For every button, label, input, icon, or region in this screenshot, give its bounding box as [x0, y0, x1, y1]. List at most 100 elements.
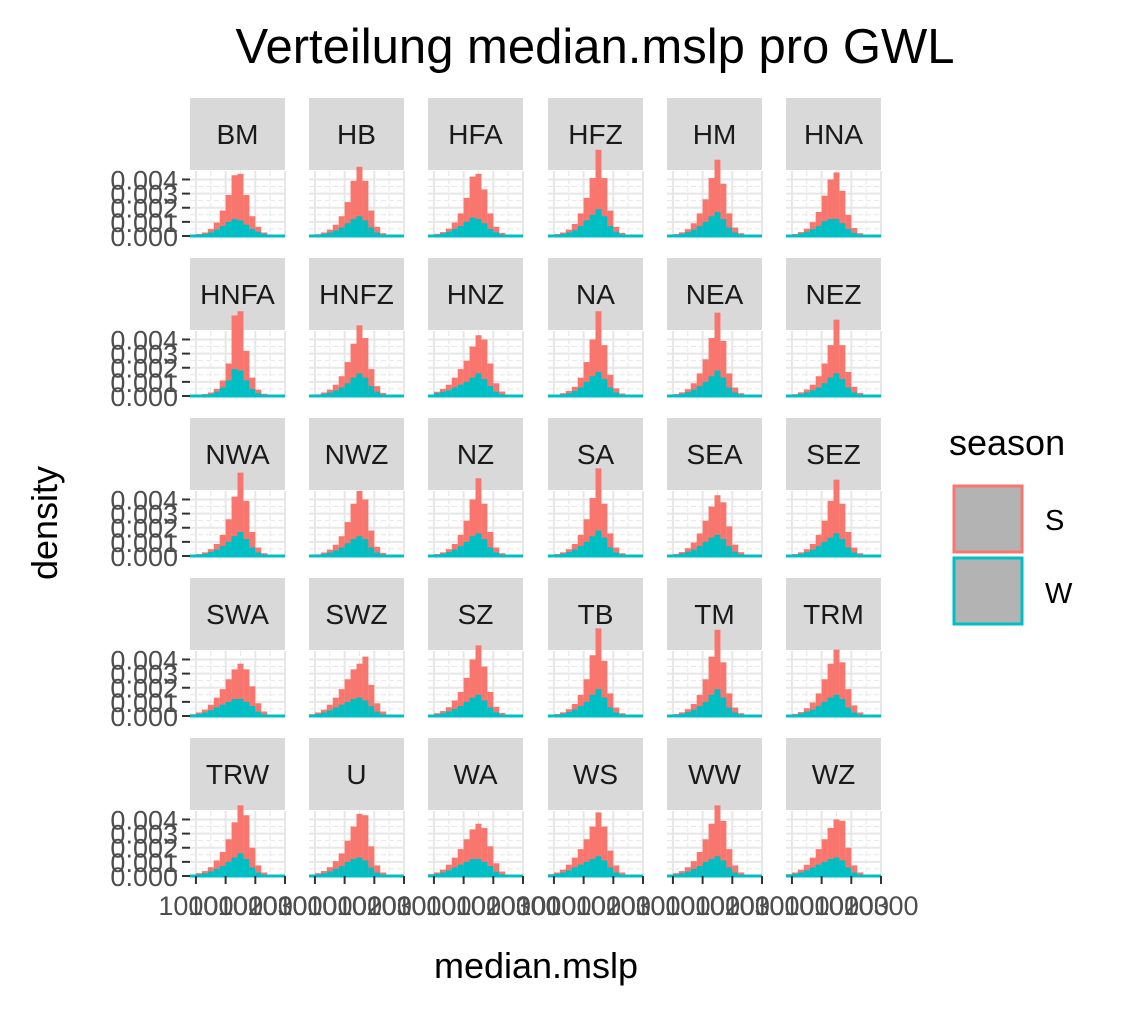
bar-w	[451, 867, 458, 876]
y-tick-label: 0.000	[110, 702, 178, 732]
legend: season S W	[949, 422, 1073, 626]
bar-s	[374, 865, 381, 876]
bar-s	[577, 377, 584, 396]
bar-w	[249, 547, 256, 556]
bar-w	[213, 391, 220, 396]
bar-w	[481, 700, 488, 716]
x-tick-label: 10300	[843, 891, 918, 921]
facet-label: SZ	[458, 599, 494, 630]
bar-s	[255, 547, 262, 556]
facet-strip	[667, 98, 762, 170]
bar-s	[595, 468, 602, 556]
bar-s	[219, 210, 226, 236]
bar-w	[344, 223, 351, 236]
bar-w	[338, 227, 345, 236]
facet-hfz: HFZ	[548, 98, 644, 238]
bar-w	[207, 710, 214, 716]
x-tick-label: 10100	[188, 891, 263, 921]
bar-s	[225, 519, 232, 556]
bar-w	[374, 552, 381, 556]
bar-w	[487, 866, 494, 876]
x-tick-label: 10000	[396, 891, 471, 921]
facet-swa: SWA	[190, 578, 286, 718]
bar-s	[499, 391, 506, 396]
bar-s	[833, 649, 840, 716]
bar-w	[344, 701, 351, 716]
bar-s	[356, 813, 363, 876]
bar-w	[708, 537, 715, 556]
bar-s	[213, 860, 220, 876]
bar-s	[219, 534, 226, 556]
bar-w	[326, 392, 333, 396]
facet-label: WS	[573, 759, 618, 790]
bar-w	[821, 541, 828, 556]
bar-w	[493, 871, 500, 876]
bar-s	[827, 827, 834, 876]
bar-w	[368, 547, 375, 556]
bar-s	[613, 547, 620, 556]
bar-s	[481, 503, 488, 556]
bar-w	[839, 539, 846, 556]
bar-s	[344, 362, 351, 396]
bar-w	[356, 697, 363, 716]
bar-w	[803, 392, 810, 396]
bar-s	[350, 669, 357, 716]
bar-w	[356, 373, 363, 396]
histogram-bars	[309, 325, 404, 398]
facet-strip	[309, 418, 404, 490]
bar-w	[362, 700, 369, 716]
histogram-bars	[190, 805, 285, 878]
bar-w	[469, 697, 476, 716]
bar-s	[493, 863, 500, 876]
y-axis-groups: 0.0000.0010.0020.0030.0040.0000.0010.002…	[110, 165, 190, 892]
bar-s	[451, 377, 458, 396]
bar-w	[601, 860, 608, 876]
bar-w	[833, 857, 840, 876]
facet-label: NA	[576, 279, 615, 310]
bar-s	[463, 197, 470, 236]
bar-w	[237, 370, 244, 396]
bar-w	[243, 859, 250, 876]
bar-w	[821, 861, 828, 876]
bar-w	[702, 221, 709, 236]
bar-s	[475, 335, 482, 396]
facet-label: HB	[337, 119, 376, 150]
x-tick-label: 10100	[546, 891, 621, 921]
bar-w	[595, 371, 602, 396]
bar-s	[583, 839, 590, 876]
bar-w	[839, 223, 846, 236]
bar-w	[368, 227, 375, 236]
bar-s	[255, 389, 262, 396]
bar-s	[839, 190, 846, 236]
bar-w	[577, 546, 584, 556]
y-tick-label: 0.001	[110, 688, 178, 718]
bar-s	[493, 226, 500, 236]
bar-w	[732, 712, 739, 716]
bar-s	[457, 534, 464, 556]
bar-w	[344, 383, 351, 396]
histogram-bars	[548, 149, 643, 238]
facet-nea: NEA	[667, 258, 763, 398]
bar-w	[463, 861, 470, 876]
bar-w	[237, 699, 244, 716]
bar-s	[237, 805, 244, 876]
facet-label: HM	[693, 119, 737, 150]
bar-s	[726, 373, 733, 396]
histogram-bars	[309, 813, 404, 878]
bar-s	[332, 861, 339, 876]
bar-w	[845, 867, 852, 876]
bar-s	[237, 472, 244, 556]
bar-s	[857, 392, 864, 396]
bar-s	[213, 222, 220, 236]
bar-s	[833, 819, 840, 876]
bar-w	[487, 228, 494, 236]
bar-s	[708, 823, 715, 876]
bar-s	[714, 159, 721, 236]
bar-w	[338, 866, 345, 876]
facet-strip	[428, 258, 523, 330]
bar-s	[344, 840, 351, 876]
bar-w	[696, 866, 703, 876]
bar-w	[350, 377, 357, 396]
bar-s	[356, 491, 363, 556]
